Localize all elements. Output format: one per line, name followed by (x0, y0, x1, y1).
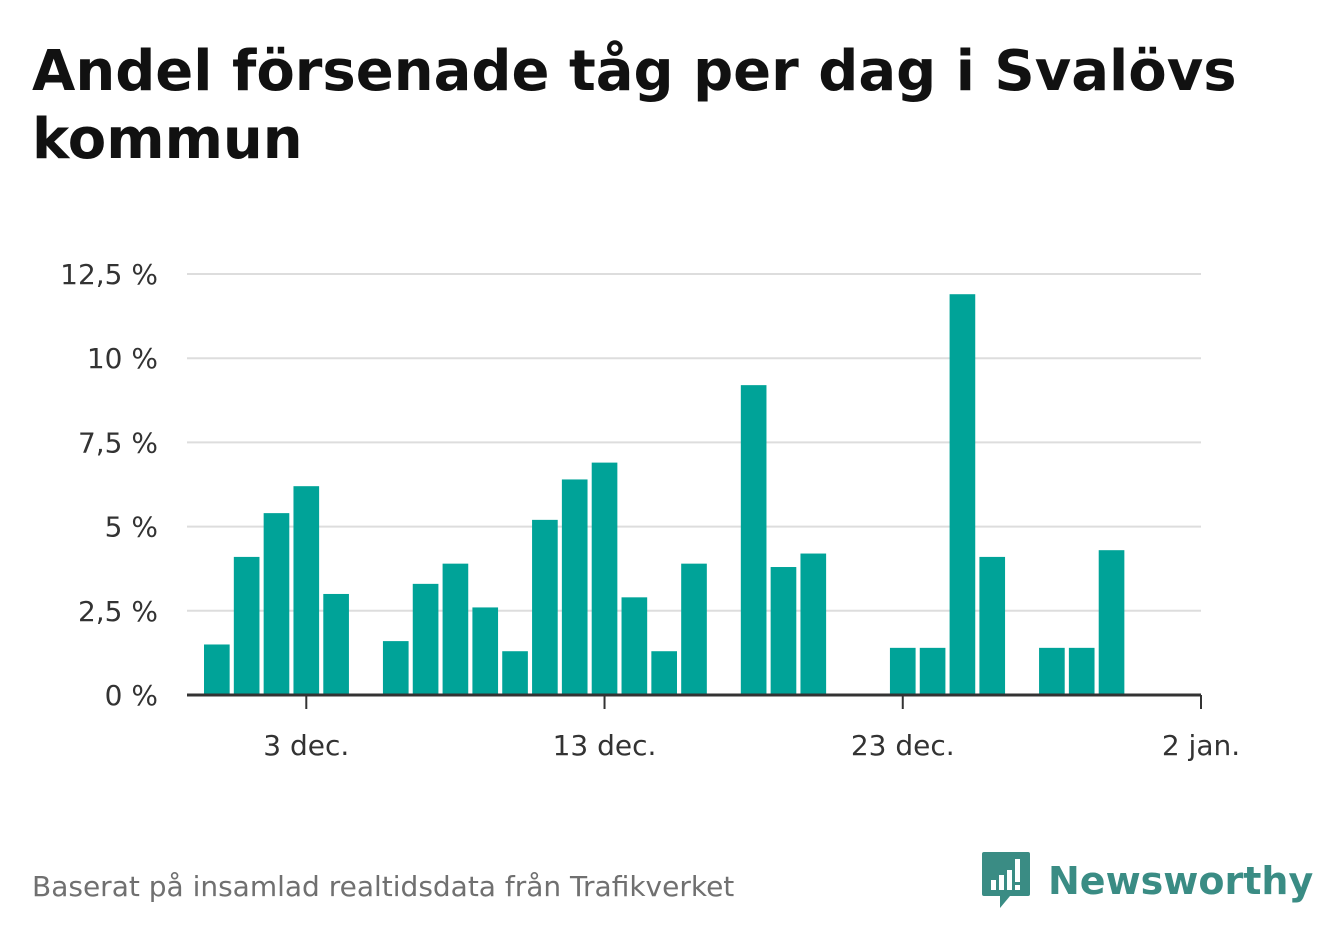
bar-2018-12-06 (382, 641, 409, 695)
bar-2018-12-04 (323, 593, 349, 695)
y-tick-label: 0 % (105, 679, 158, 712)
y-tick-label: 12,5 % (60, 258, 158, 291)
bar-2018-12-26 (979, 556, 1006, 695)
bar-2018-12-28 (1039, 647, 1065, 695)
y-tick-label: 10 % (87, 342, 158, 375)
bar-2018-12-25 (949, 294, 976, 695)
bar-2018-12-30 (1098, 550, 1125, 695)
bar-2018-12-14 (621, 597, 648, 695)
newsworthy-logo-icon (982, 852, 1030, 908)
bar-2018-12-18 (740, 385, 767, 695)
y-tick-label: 7,5 % (78, 426, 158, 459)
chart-title: Andel försenade tåg per dag i Svalövs ko… (32, 39, 1237, 172)
bar-2018-12-07 (412, 583, 439, 695)
y-tick-label: 5 % (105, 511, 158, 544)
bar-2018-12-10 (502, 651, 528, 695)
bar-2018-12-01 (233, 556, 260, 695)
bar-2018-12-15 (651, 651, 677, 695)
bar-2018-11-30 (204, 644, 230, 695)
bar-2018-12-02 (263, 513, 290, 695)
bar-2018-12-20 (800, 553, 827, 695)
bar-2018-12-16 (681, 563, 707, 695)
bar-2018-12-13 (591, 462, 618, 695)
brand: Newsworthy (980, 850, 1313, 912)
x-tick-label: 2 jan. (1162, 729, 1240, 762)
bar-2018-12-09 (472, 607, 499, 695)
gridlines (187, 273, 1201, 612)
x-tick-label: 13 dec. (553, 729, 657, 762)
x-tick-label: 3 dec. (263, 729, 349, 762)
bar-2018-12-03 (293, 486, 320, 695)
bar-2018-12-29 (1068, 647, 1095, 695)
bar-2018-12-08 (442, 563, 469, 695)
bar-2018-12-12 (561, 479, 588, 695)
brand-name: Newsworthy (1048, 859, 1314, 903)
y-axis-labels: 0 % 2,5 % 5 % 7,5 % 10 % 12,5 % (60, 258, 158, 712)
bar-2018-12-19 (770, 567, 797, 695)
x-axis-ticks: 3 dec. 13 dec. 23 dec. 2 jan. (263, 695, 1240, 762)
bar-2018-12-23 (889, 647, 916, 695)
y-tick-label: 2,5 % (78, 595, 158, 628)
bar-2018-12-11 (532, 519, 558, 695)
source-note: Baserat på insamlad realtidsdata från Tr… (32, 870, 735, 903)
x-tick-label: 23 dec. (851, 729, 955, 762)
bars (204, 294, 1125, 695)
bar-2018-12-24 (919, 647, 946, 695)
